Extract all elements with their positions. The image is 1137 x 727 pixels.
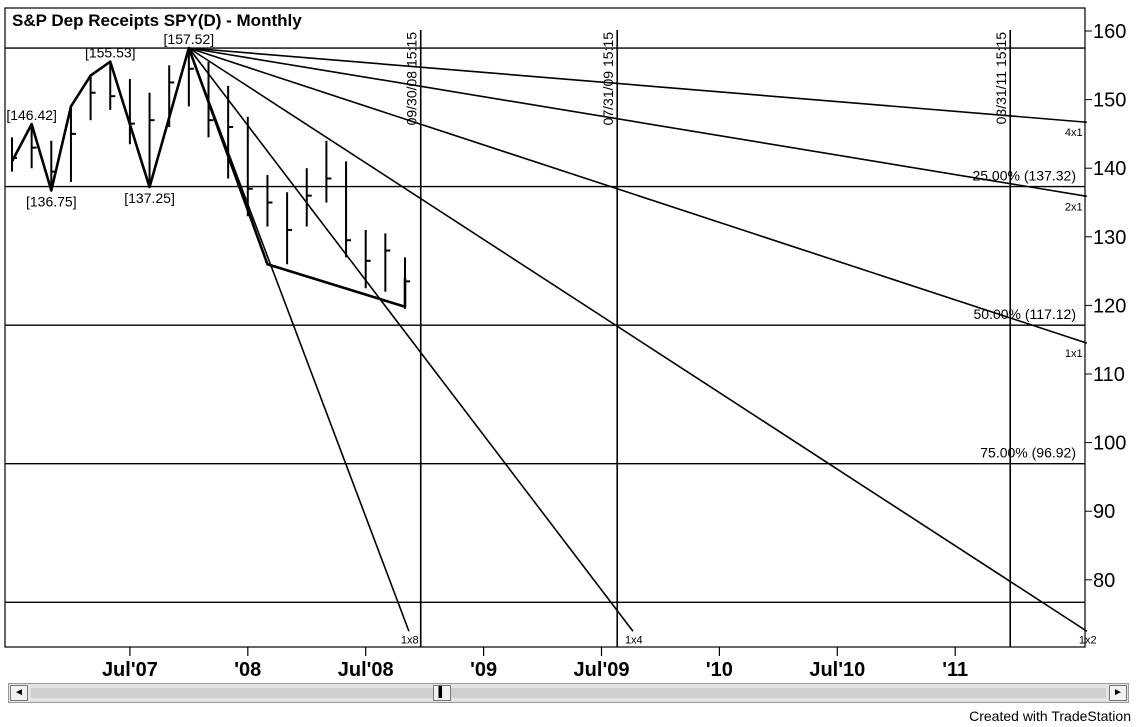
scrollbar-thumb[interactable]: ▌ xyxy=(433,685,451,701)
y-tick-label: 110 xyxy=(1093,364,1125,386)
horizontal-scrollbar[interactable]: ◄ ▌ ► xyxy=(8,683,1129,703)
gann-fan-line xyxy=(188,47,1087,124)
y-tick-label: 100 xyxy=(1093,433,1126,455)
gann-fan-line xyxy=(188,47,634,632)
chart: 09/30/08 15:15 07/31/09 15:15 03/31/11 15:… xyxy=(4,7,1126,681)
swing-label: [157.52] xyxy=(164,31,215,47)
y-tick-label: 80 xyxy=(1093,570,1115,592)
retracement-level-label: 25.00% (137.32) xyxy=(972,168,1076,184)
gann-fan-label: 1x4 xyxy=(625,634,643,646)
swing-label: [137.25] xyxy=(124,190,175,206)
y-tick-label: 120 xyxy=(1093,295,1126,317)
swing-line xyxy=(10,46,407,309)
gann-fan-line xyxy=(188,47,1088,344)
time-line-label: 09/30/08 15:15 xyxy=(404,32,420,126)
gann-fan-label: 4x1 xyxy=(1065,127,1083,139)
retracement-level-label: 75.00% (96.92) xyxy=(980,445,1076,461)
y-tick-label: 90 xyxy=(1093,501,1115,523)
retracement-level-label: 50.00% (117.12) xyxy=(974,306,1076,322)
y-tick-label: 140 xyxy=(1093,158,1126,180)
x-tick-label: '08 xyxy=(234,659,261,681)
x-tick-label: Jul'07 xyxy=(102,659,158,681)
gann-fan-label: 1x1 xyxy=(1065,348,1083,360)
scroll-right-button[interactable]: ► xyxy=(1109,685,1127,701)
gann-fan-label: 1x2 xyxy=(1079,634,1097,646)
time-line-label: 07/31/09 15:15 xyxy=(600,32,616,126)
x-tick-label: '10 xyxy=(706,659,733,681)
gann-fan-label: 2x1 xyxy=(1065,201,1083,213)
x-tick-label: Jul'09 xyxy=(574,659,630,681)
x-tick-label: '09 xyxy=(470,659,497,681)
gann-fan-line xyxy=(188,47,1087,198)
gann-fan-label: 1x8 xyxy=(401,634,419,646)
y-tick-label: 130 xyxy=(1093,227,1126,249)
scrollbar-track[interactable] xyxy=(31,688,1106,698)
swing-label: [155.53] xyxy=(85,45,136,61)
swing-label: [146.42] xyxy=(6,107,57,123)
y-tick-label: 160 xyxy=(1093,21,1126,43)
plot-frame xyxy=(4,7,1086,648)
x-tick-label: Jul'10 xyxy=(809,659,865,681)
y-tick-label: 150 xyxy=(1093,90,1126,112)
x-tick-label: '11 xyxy=(942,659,968,681)
chart-title: S&P Dep Receipts SPY(D) - Monthly xyxy=(12,11,302,30)
scroll-left-button[interactable]: ◄ xyxy=(10,685,28,701)
time-line-label: 03/31/11 15:15 xyxy=(993,32,1009,125)
gann-fan-line xyxy=(188,47,1088,632)
x-tick-label: Jul'08 xyxy=(338,659,394,681)
footer-credit: Created with TradeStation xyxy=(969,708,1131,724)
swing-label: [136.75] xyxy=(26,193,77,209)
